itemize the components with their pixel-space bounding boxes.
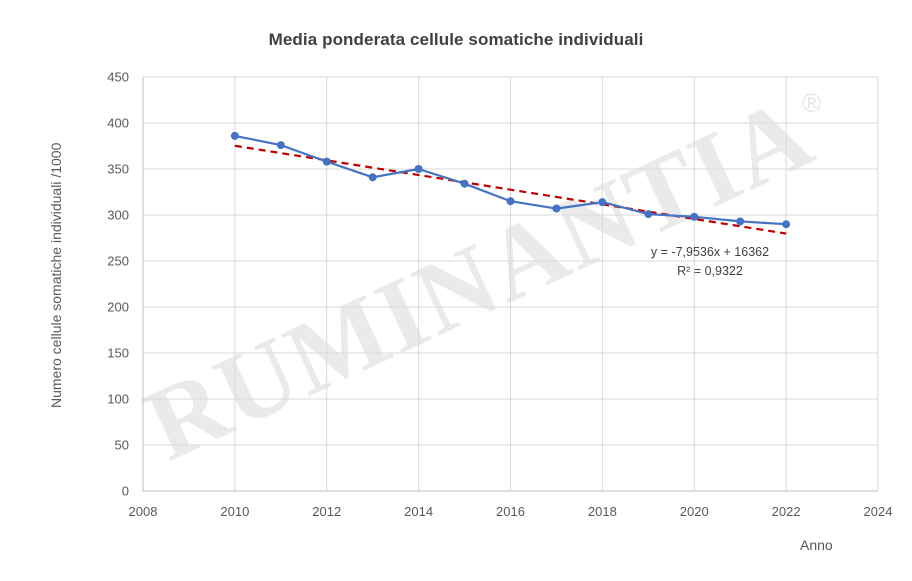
data-point	[644, 210, 653, 219]
chart-title: Media ponderata cellule somatiche indivi…	[268, 30, 644, 49]
y-tick-label: 400	[107, 116, 129, 131]
x-tick-label: 2008	[129, 504, 158, 519]
x-tick-label: 2020	[680, 504, 709, 519]
y-axis-title: Numero cellule somatiche individuali /10…	[48, 142, 64, 408]
trendline	[234, 144, 787, 235]
data-series	[230, 131, 791, 229]
x-tick-label: 2016	[496, 504, 525, 519]
y-tick-label: 50	[115, 438, 129, 453]
data-point	[506, 197, 515, 206]
x-axis-title: Anno	[800, 537, 833, 553]
data-point	[736, 217, 745, 226]
y-tick-label: 350	[107, 162, 129, 177]
y-tick-label: 150	[107, 346, 129, 361]
x-tick-label: 2022	[772, 504, 801, 519]
trendline-path	[234, 144, 787, 235]
data-point	[414, 165, 423, 173]
data-point	[322, 157, 331, 166]
y-tick-label: 100	[107, 392, 129, 407]
y-tick-label: 300	[107, 208, 129, 223]
y-tick-label: 200	[107, 300, 129, 315]
x-tick-label: 2014	[404, 504, 433, 519]
y-tick-label: 0	[122, 484, 129, 499]
watermark-registered-mark: ®	[802, 88, 821, 118]
data-point	[230, 131, 239, 140]
y-tick-label: 250	[107, 254, 129, 269]
data-point	[552, 204, 561, 213]
data-point	[460, 179, 469, 188]
trendline-equation: y = -7,9536x + 16362	[650, 245, 770, 259]
x-tick-label: 2010	[220, 504, 249, 519]
x-tick-label: 2018	[588, 504, 617, 519]
x-tick-label: 2012	[312, 504, 341, 519]
data-point	[598, 198, 607, 207]
trendline-label: y = -7,9536x + 16362 R² = 0,9322	[646, 243, 774, 281]
x-tick-label: 2024	[864, 504, 893, 519]
data-point	[368, 173, 377, 182]
axes: 0 50 100 150 200 250 300 350 400 450 2008 2010 2012 2…	[107, 70, 892, 520]
y-tick-label: 450	[107, 70, 129, 85]
data-point	[782, 220, 791, 229]
data-point	[276, 141, 285, 150]
data-point	[690, 212, 699, 221]
trendline-r-squared: R² = 0,9322	[677, 264, 743, 278]
